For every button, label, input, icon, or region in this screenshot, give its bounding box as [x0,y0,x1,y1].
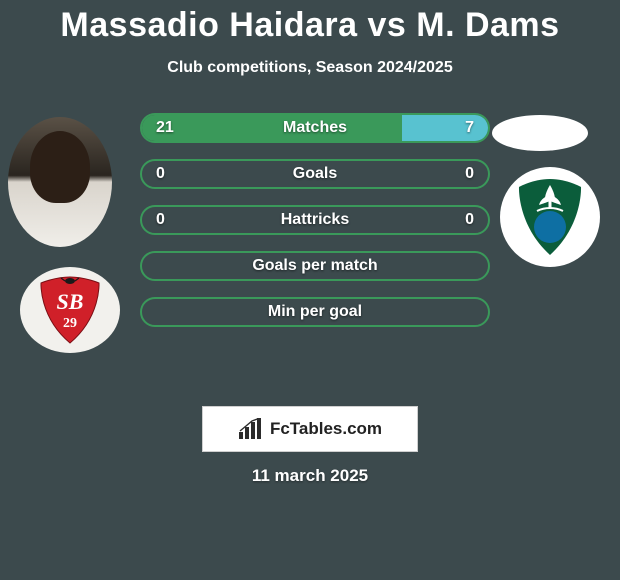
stat-row: Min per goal [140,297,490,327]
player-right-club-badge [500,167,600,267]
stat-label: Goals per match [142,257,488,275]
subtitle: Club competitions, Season 2024/2025 [0,59,620,77]
club-right-shield-icon [515,177,585,257]
stat-rows: 21Matches70Goals00Hattricks0Goals per ma… [140,113,490,343]
stat-value-right: 0 [451,165,488,183]
stat-row: 21Matches7 [140,113,490,143]
page-title: Massadio Haidara vs M. Dams [0,0,620,45]
svg-text:29: 29 [63,316,77,331]
stat-label: Min per goal [142,303,488,321]
date-line: 11 march 2025 [0,466,620,486]
fctables-label: FcTables.com [270,419,382,439]
stat-row: 0Hattricks0 [140,205,490,235]
stat-label: Goals [142,165,488,183]
stat-value-right: 0 [451,211,488,229]
fctables-badge: FcTables.com [202,406,418,452]
stat-value-right: 7 [451,119,488,137]
stat-label: Matches [142,119,488,137]
player-right-avatar [492,115,588,151]
player-left-club-badge: SB 29 [20,267,120,353]
stat-label: Hattricks [142,211,488,229]
comparison-area: SB 29 21Matches70Goals00Hattricks0Goals … [0,107,620,392]
stat-row: 0Goals0 [140,159,490,189]
club-left-shield-icon: SB 29 [37,275,103,345]
stat-row: Goals per match [140,251,490,281]
player-left-avatar [8,117,112,247]
fctables-logo-icon [238,418,264,440]
svg-text:SB: SB [57,289,84,314]
